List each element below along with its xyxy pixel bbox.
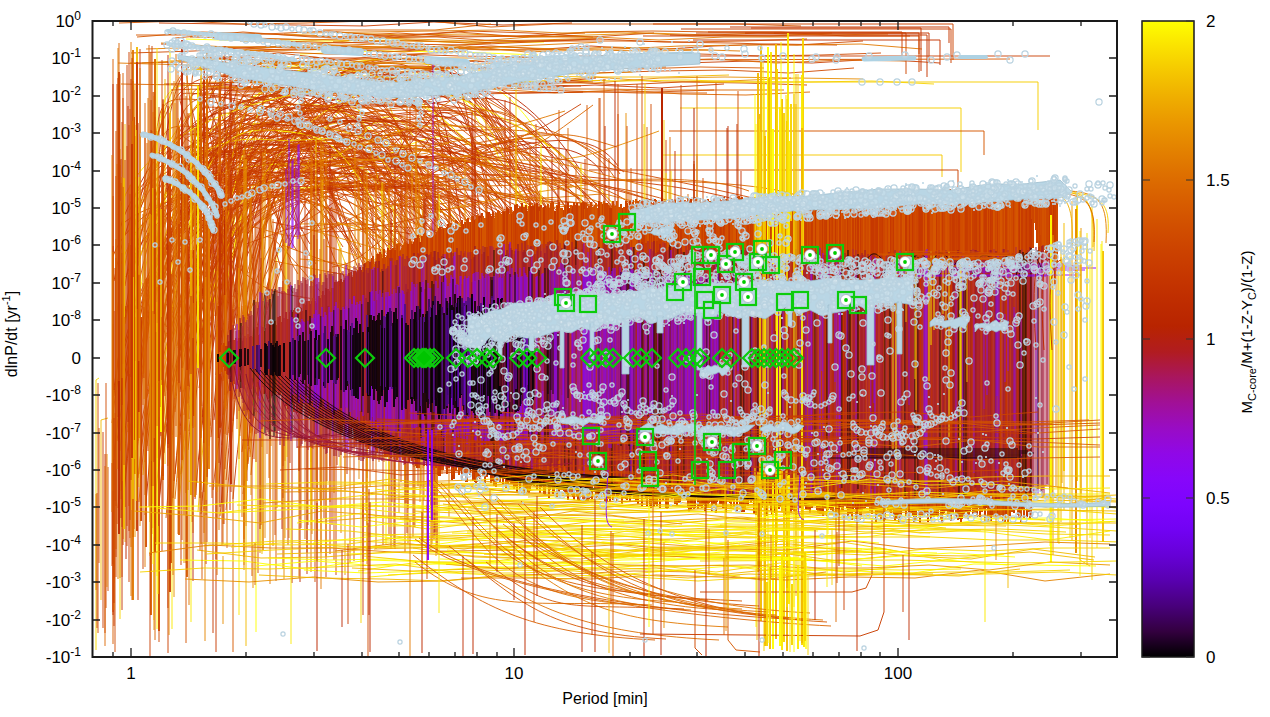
- svg-text:Period [min]: Period [min]: [562, 690, 647, 707]
- svg-text:0: 0: [1206, 648, 1215, 667]
- svg-text:10: 10: [505, 664, 524, 683]
- svg-text:100: 100: [884, 664, 912, 683]
- svg-text:1: 1: [1206, 330, 1215, 349]
- svg-text:2: 2: [1206, 12, 1215, 31]
- svg-text:0: 0: [72, 349, 81, 368]
- svg-text:0.5: 0.5: [1206, 489, 1230, 508]
- svg-text:1.5: 1.5: [1206, 171, 1230, 190]
- svg-text:1: 1: [126, 664, 135, 683]
